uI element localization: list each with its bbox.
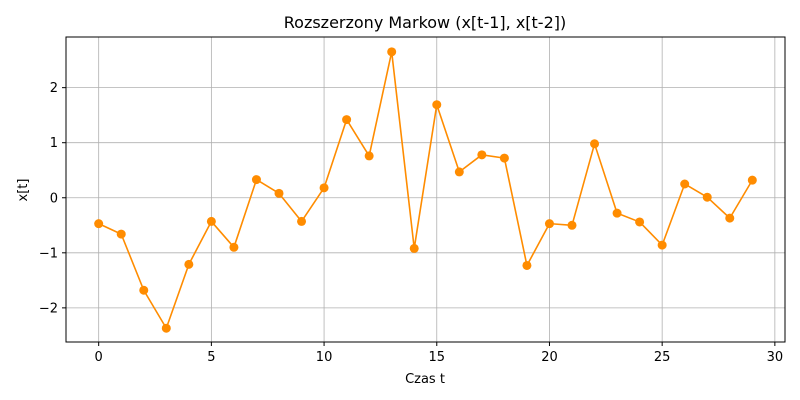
plot-frame — [65, 36, 786, 343]
data-point — [702, 192, 712, 202]
ticks: 0 5 10 15 20 25 30 −2 −1 0 1 2 — [39, 81, 783, 365]
data-point — [184, 259, 194, 269]
x-tick-label: 15 — [428, 350, 445, 365]
data-point — [251, 175, 261, 185]
data-point — [499, 153, 509, 163]
data-point — [544, 219, 554, 229]
data-point — [409, 243, 419, 253]
series-line — [98, 51, 754, 330]
data-point — [387, 47, 397, 57]
data-point — [680, 179, 690, 189]
data-point — [522, 260, 532, 270]
data-point — [657, 240, 667, 250]
data-point — [342, 115, 352, 125]
data-point — [454, 167, 464, 177]
x-tick-label: 30 — [767, 350, 784, 365]
series-layer — [94, 47, 757, 333]
y-tick-label: 1 — [50, 136, 58, 151]
data-point — [274, 188, 284, 198]
data-point — [725, 213, 735, 223]
data-point — [161, 323, 171, 333]
data-point — [319, 183, 329, 193]
chart-title: Rozszerzony Markow (x[t-1], x[t-2]) — [284, 13, 566, 32]
data-point — [229, 242, 239, 252]
x-tick-label: 10 — [316, 350, 333, 365]
x-axis-label: Czas t — [405, 372, 445, 387]
grid — [66, 37, 785, 342]
x-tick-label: 25 — [654, 350, 671, 365]
y-tick-label: −2 — [39, 301, 58, 316]
x-tick-label: 5 — [207, 350, 215, 365]
data-point — [116, 229, 126, 239]
data-point — [364, 151, 374, 161]
data-point — [747, 175, 757, 185]
data-point — [590, 139, 600, 149]
data-point — [206, 216, 216, 226]
y-axis-label: x[t] — [16, 179, 31, 202]
x-tick-label: 20 — [541, 350, 558, 365]
data-point — [139, 285, 149, 295]
data-point — [477, 150, 487, 160]
y-tick-label: 2 — [50, 81, 58, 96]
data-point — [612, 208, 622, 218]
data-point — [297, 216, 307, 226]
x-tick-label: 0 — [95, 350, 103, 365]
y-tick-label: −1 — [39, 246, 58, 261]
data-point — [567, 220, 577, 230]
data-point — [635, 217, 645, 227]
data-point — [432, 100, 442, 110]
data-point — [94, 219, 104, 229]
y-tick-label: 0 — [50, 191, 58, 206]
